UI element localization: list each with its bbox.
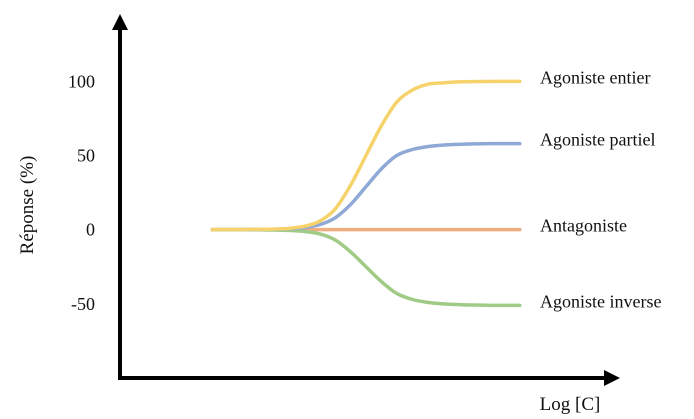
series-line-agoniste-entier bbox=[210, 79, 522, 232]
y-tick-labels: 100 50 0 -50 bbox=[68, 71, 95, 314]
y-tick-label: -50 bbox=[71, 294, 95, 314]
y-tick-label: 0 bbox=[86, 220, 95, 240]
curves bbox=[210, 79, 522, 308]
y-axis-title: Réponse (%) bbox=[17, 156, 38, 255]
series-label-antagoniste: Antagoniste bbox=[540, 216, 627, 236]
series-line-agoniste-inverse bbox=[210, 227, 522, 308]
y-tick-label: 100 bbox=[68, 71, 95, 91]
y-tick-label: 50 bbox=[77, 146, 95, 166]
series-labels: Agoniste entier Agoniste partiel Antagonis… bbox=[540, 67, 661, 311]
series-label-agoniste-partiel: Agoniste partiel bbox=[540, 130, 655, 150]
series-label-agoniste-inverse: Agoniste inverse bbox=[540, 291, 661, 311]
series-label-agoniste-entier: Agoniste entier bbox=[540, 67, 650, 87]
x-axis-title: Log [C] bbox=[540, 394, 601, 415]
